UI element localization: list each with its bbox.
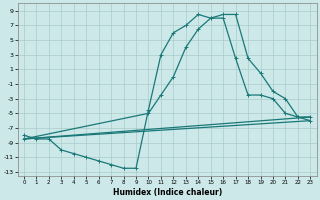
X-axis label: Humidex (Indice chaleur): Humidex (Indice chaleur) <box>113 188 222 197</box>
